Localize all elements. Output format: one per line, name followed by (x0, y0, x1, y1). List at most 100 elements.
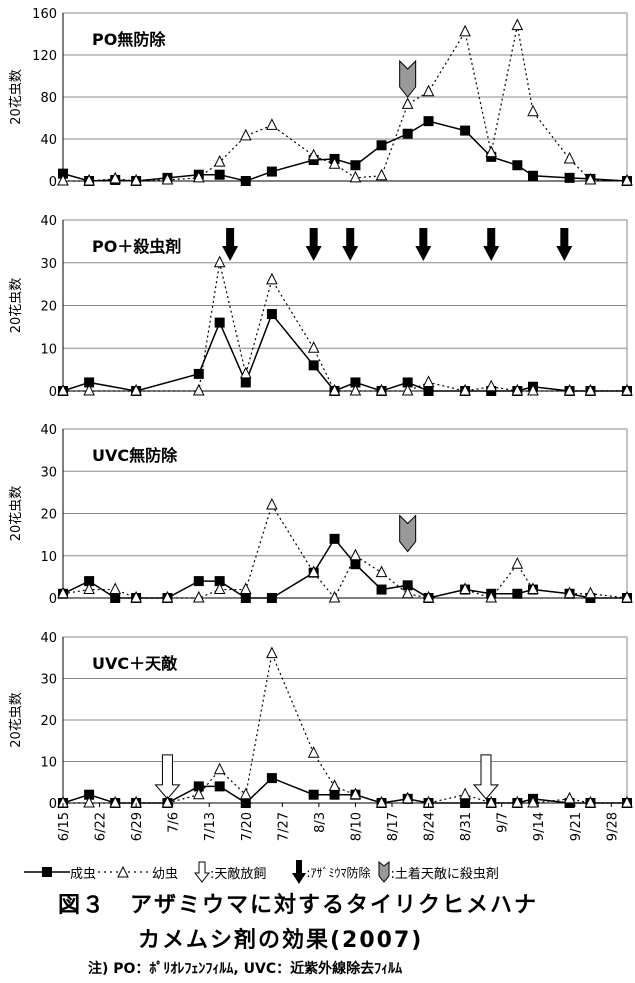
nymph-point (130, 383, 142, 396)
adult-point (266, 773, 277, 784)
nymph-point (527, 582, 539, 595)
adult-point (402, 128, 413, 139)
x-tick-label: 6/15 (57, 812, 72, 841)
figure-title-line2: カメムシ剤の効果(2007) (138, 928, 424, 953)
nymph-point (328, 157, 341, 169)
adult-point (460, 125, 471, 136)
nymph-point (328, 383, 341, 396)
nymph-point (527, 104, 539, 117)
legend: 成虫 幼虫 :天敵放飼 :ｱｻﾞﾐｳﾏ防除 :土着天敵に殺虫剤 (24, 860, 634, 884)
x-tick-label: 7/13 (203, 812, 218, 841)
nymph-point (83, 383, 95, 396)
nymph-point (527, 383, 539, 396)
nymph-point (239, 128, 252, 141)
y-tick-label: 40 (40, 214, 57, 229)
nymph-point (511, 557, 524, 569)
y-axis-label: 20花虫数 (8, 692, 24, 748)
nymph-point (307, 565, 320, 578)
nymph-point (239, 366, 252, 379)
adult-point (402, 580, 413, 591)
y-tick-label: 0 (49, 592, 57, 607)
nymph-point (349, 548, 362, 561)
nymph-point (349, 787, 362, 800)
legend-thrips-control: :ｱｻﾞﾐｳﾏ防除 (306, 865, 371, 880)
adult-line-marker-icon (24, 867, 70, 877)
nymph-point (422, 590, 435, 603)
adult-point (193, 368, 204, 379)
adult-point (214, 781, 225, 792)
y-axis-label: 20花虫数 (8, 69, 24, 125)
adult-point (423, 386, 434, 396)
adult-point (84, 576, 95, 587)
x-tick-label: 6/29 (130, 812, 145, 841)
panel-3: 0 10 20 30 40 20花虫数 UVC無防除 (8, 423, 633, 607)
y-tick-label: 160 (32, 7, 57, 22)
figure-note: 注) PO：ﾎﾟﾘｵﾚﾌｪﾝﾌｨﾙﾑ, UVC：近紫外線除去ﾌｨﾙﾑ (88, 961, 403, 977)
nymph-point (584, 172, 597, 185)
y-tick-label: 80 (40, 91, 57, 106)
nymph-point (621, 383, 633, 396)
adult-point (266, 593, 277, 603)
adult-point (84, 789, 95, 800)
nymph-series-line (62, 503, 628, 600)
nymph-point (57, 173, 69, 186)
nymph-point (563, 586, 576, 599)
nymph-point (584, 383, 597, 396)
adult-point (214, 169, 225, 180)
adult-point (110, 593, 121, 603)
black-arrow-icon (415, 228, 432, 261)
adult-point (512, 160, 523, 171)
y-tick-label: 10 (40, 756, 57, 771)
legend-insecticide: :土着天敵に殺虫剤 (390, 866, 499, 882)
y-axis-label: 20花虫数 (8, 278, 24, 334)
panel-title: UVC＋天敵 (92, 654, 178, 673)
nymph-point (401, 586, 414, 599)
panel-4: 0 10 20 30 40 20花虫数 UVC＋天敵 (8, 631, 633, 812)
nymph-point (401, 383, 414, 396)
nymph-point (83, 173, 95, 186)
legend-adult: 成虫 (70, 866, 97, 882)
y-tick-label: 30 (40, 673, 57, 688)
x-tick-label: 7/27 (276, 812, 291, 841)
nymph-point (130, 173, 142, 186)
gray-chevron-icon (399, 59, 417, 98)
nymph-point (328, 590, 341, 603)
y-tick-label: 20 (40, 508, 57, 523)
adult-point (329, 533, 340, 544)
y-tick-label: 0 (49, 175, 57, 190)
nymph-point (109, 171, 122, 184)
nymph-point (192, 383, 205, 396)
nymph-point (109, 582, 122, 595)
x-tick-label: 7/20 (240, 812, 255, 841)
adult-point (423, 116, 434, 127)
nymph-point (584, 586, 597, 599)
figure-title-line1: 図３ アザミウマに対するタイリクヒメハナ (58, 893, 539, 918)
nymph-point (527, 795, 539, 808)
y-tick-label: 20 (40, 300, 57, 315)
x-tick-label: 6/22 (94, 812, 109, 841)
nymph-point (266, 272, 278, 285)
x-tick-label: 8/3 (313, 812, 328, 833)
black-arrow-icon (305, 228, 322, 261)
x-tick-label: 9/28 (605, 812, 620, 841)
nymph-point (213, 762, 226, 775)
x-tick-label: 8/10 (349, 812, 364, 841)
x-tick-label: 9/14 (532, 812, 547, 841)
black-arrow-icon (292, 860, 307, 884)
nymph-point (459, 582, 471, 595)
black-arrow-icon (483, 228, 500, 261)
nymph-point (375, 565, 388, 578)
nymph-point (485, 145, 498, 158)
nymph-point (83, 795, 95, 808)
nymph-point (485, 795, 498, 808)
nymph-point (621, 590, 633, 603)
nymph-point (83, 582, 95, 595)
nymph-point (511, 795, 524, 808)
adult-point (512, 588, 523, 599)
nymph-point (239, 787, 252, 800)
nymph-point (584, 795, 597, 808)
nymph-point (109, 795, 122, 808)
y-tick-label: 40 (40, 631, 57, 646)
nymph-point (57, 383, 69, 396)
panel-1: 0 40 80 120 160 20花虫数 PO無防除 (8, 7, 633, 190)
